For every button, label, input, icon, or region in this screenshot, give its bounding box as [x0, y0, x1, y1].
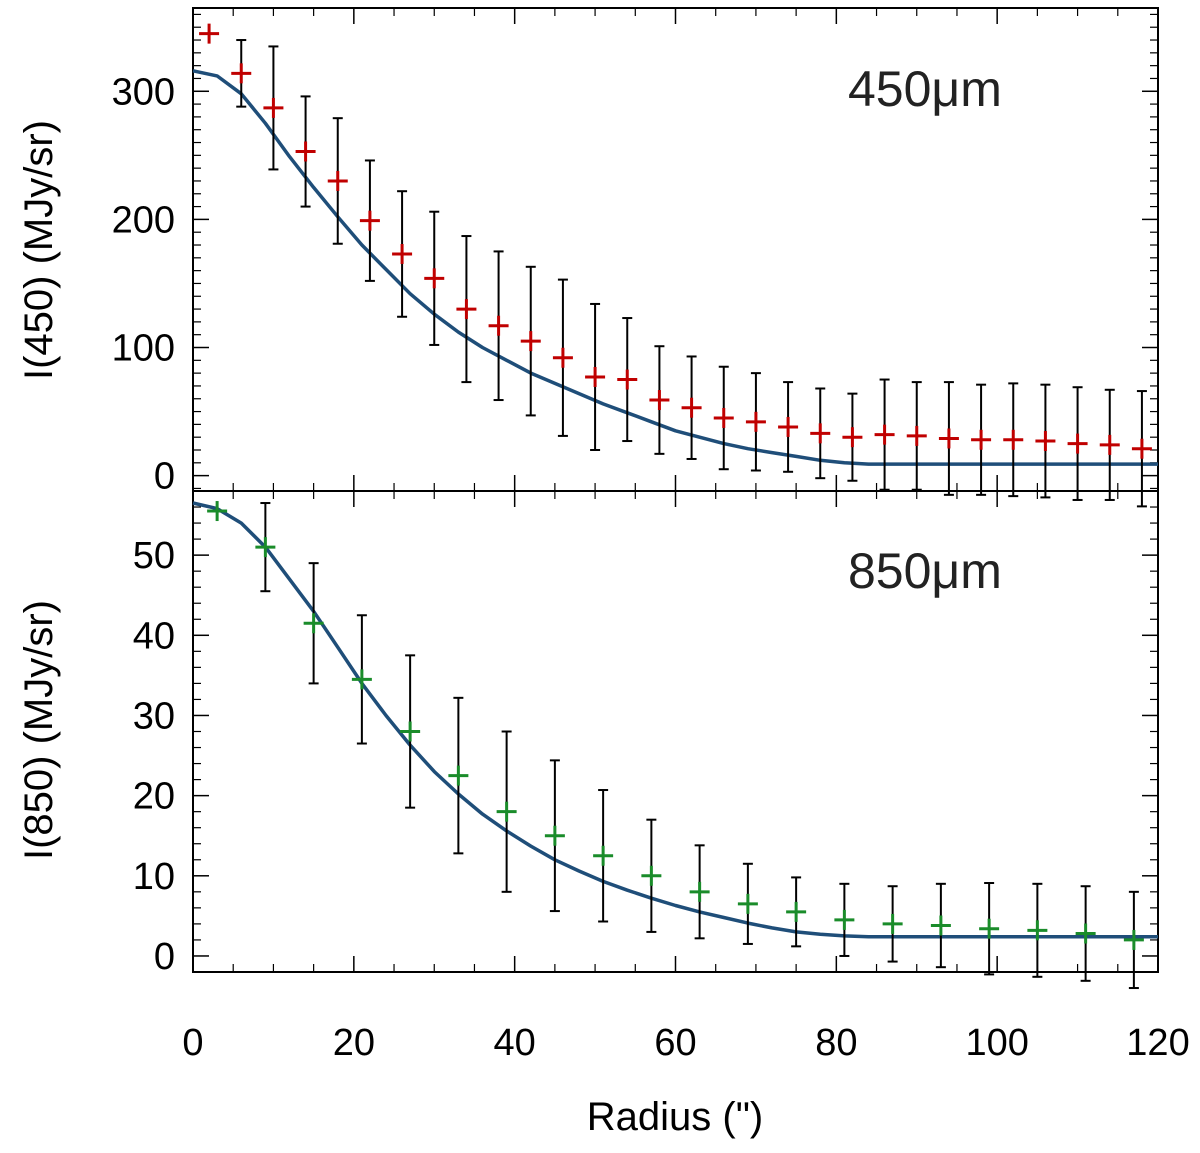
- data-point: [552, 278, 573, 437]
- data-point: [834, 882, 855, 957]
- data-point: [1035, 383, 1056, 499]
- data-point: [1131, 390, 1152, 508]
- data-point: [400, 654, 421, 809]
- data-point: [649, 345, 670, 455]
- data-point: [593, 789, 614, 923]
- model-curve-bottom: [192, 501, 1158, 939]
- data-point: [231, 39, 252, 108]
- x-tick-label: 60: [654, 1022, 696, 1064]
- data-point: [874, 378, 895, 491]
- data-point: [488, 250, 509, 402]
- data-point: [617, 317, 638, 443]
- data-point: [585, 302, 606, 452]
- data-point: [359, 159, 380, 282]
- y-axis-title-top: I(450) (MJy/sr): [17, 120, 61, 380]
- data-point: [1075, 885, 1096, 982]
- model-curve-top: [192, 69, 1158, 466]
- data-point: [842, 392, 863, 482]
- data-point: [456, 235, 477, 384]
- y-tick-label: 300: [112, 71, 175, 113]
- model-line: [192, 69, 1158, 466]
- y-tick-label: 10: [133, 856, 175, 898]
- data-point: [745, 372, 766, 472]
- data-point: [971, 383, 992, 496]
- data-point: [392, 190, 413, 318]
- data-points-top: [199, 23, 1152, 508]
- x-tick-labels: 0 20 40 60 80 100 120: [182, 1022, 1189, 1064]
- panel-label-850: 850μm: [848, 543, 1002, 599]
- y-tick-label: 20: [133, 776, 175, 818]
- y-tick-label: 100: [112, 328, 175, 370]
- data-point: [1123, 890, 1144, 990]
- x-tick-label: 100: [965, 1022, 1028, 1064]
- x-tick-label: 20: [333, 1022, 375, 1064]
- ticks-top: 0 100 200 300: [112, 8, 1159, 498]
- x-axis-title: Radius ("): [587, 1095, 763, 1139]
- x-tick-label: 80: [815, 1022, 857, 1064]
- data-point: [938, 381, 959, 496]
- y-tick-label: 0: [154, 456, 175, 498]
- y-axis-title-bottom: I(850) (MJy/sr): [17, 600, 61, 860]
- data-point: [263, 45, 284, 171]
- y-tick-label: 30: [133, 695, 175, 737]
- data-point: [303, 562, 324, 685]
- data-point: [520, 265, 541, 417]
- x-tick-label: 0: [182, 1022, 203, 1064]
- y-tick-label: 50: [133, 535, 175, 577]
- y-tick-label: 0: [154, 936, 175, 978]
- data-point: [1067, 386, 1088, 501]
- data-point: [778, 381, 799, 473]
- data-point: [681, 355, 702, 460]
- data-point: [786, 876, 807, 948]
- data-point: [544, 759, 565, 913]
- data-point: [295, 95, 316, 208]
- data-point: [810, 387, 831, 480]
- y-tick-label: 200: [112, 199, 175, 241]
- data-point: [737, 862, 758, 945]
- data-point: [1027, 882, 1048, 978]
- data-point: [199, 23, 220, 44]
- panel-label-450: 450μm: [848, 61, 1002, 117]
- data-point: [930, 882, 951, 969]
- data-point: [641, 818, 662, 933]
- data-point: [979, 882, 1000, 976]
- panel-450: 0 100 200 300 450μm I(450) (MJy/sr): [17, 7, 1159, 508]
- data-point: [1003, 382, 1024, 498]
- plot-frame-bottom: [192, 490, 1159, 973]
- y-tick-label: 40: [133, 615, 175, 657]
- model-line: [192, 501, 1158, 939]
- data-point: [1099, 388, 1120, 501]
- data-point: [255, 502, 276, 593]
- data-point: [882, 885, 903, 963]
- panel-850: 0 10 20 30 40 50 850μm I(850) (MJy/sr): [17, 490, 1159, 990]
- ticks-bottom: 0 10 20 30 40 50: [133, 490, 1159, 978]
- x-tick-label: 40: [494, 1022, 536, 1064]
- data-point: [207, 501, 228, 522]
- data-point: [448, 696, 469, 855]
- data-point: [689, 844, 710, 940]
- data-point: [327, 117, 348, 245]
- data-point: [351, 614, 372, 745]
- data-point: [906, 381, 927, 491]
- data-points-bottom: [207, 501, 1144, 990]
- data-point: [713, 365, 734, 471]
- data-point: [496, 730, 517, 893]
- data-point: [424, 210, 445, 346]
- x-tick-label: 120: [1126, 1022, 1189, 1064]
